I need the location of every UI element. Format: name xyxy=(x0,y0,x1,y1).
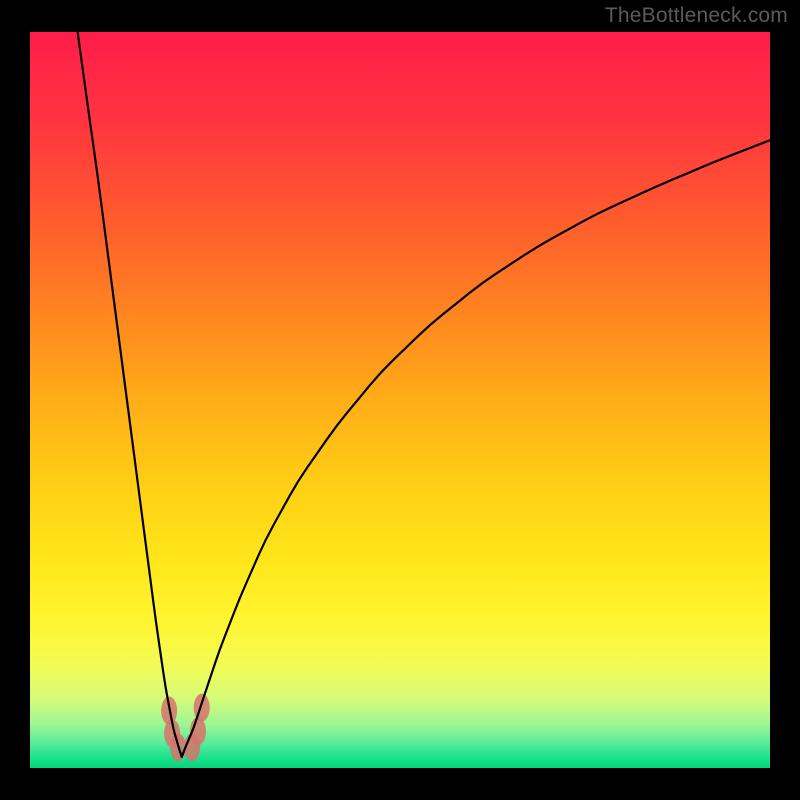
chart-root: TheBottleneck.com xyxy=(0,0,800,800)
chart-svg xyxy=(0,0,800,800)
watermark-text: TheBottleneck.com xyxy=(605,4,788,28)
plot-background-gradient xyxy=(30,32,770,768)
